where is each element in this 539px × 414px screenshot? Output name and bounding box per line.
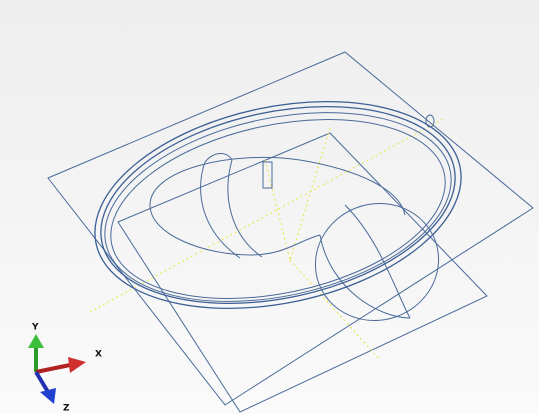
ring-notch [425,114,435,128]
ring [110,119,446,299]
axis-line [264,159,291,261]
axis-triad: Y X Z [28,323,102,414]
body-edge [319,234,411,319]
model-wireframe [47,51,534,413]
triad-z-arrow [34,370,50,394]
pin [262,161,273,189]
body-edge [227,159,263,258]
triad-y-label: Y [31,323,39,333]
body-edge [149,204,321,256]
triad-z-head [40,388,56,404]
body-edge [149,157,406,216]
triad-z-label: Z [63,404,70,414]
triad-x-head [68,357,86,373]
body-edge [344,204,411,319]
ring [94,100,462,310]
ring [100,105,456,305]
body-edge [200,161,241,259]
body-edge [204,153,233,163]
triad-y-head [28,334,44,348]
triad-x-arrow [35,363,71,374]
plane [47,51,534,406]
triad-x-label: X [95,350,102,360]
plane [117,132,488,413]
ring [104,112,452,302]
